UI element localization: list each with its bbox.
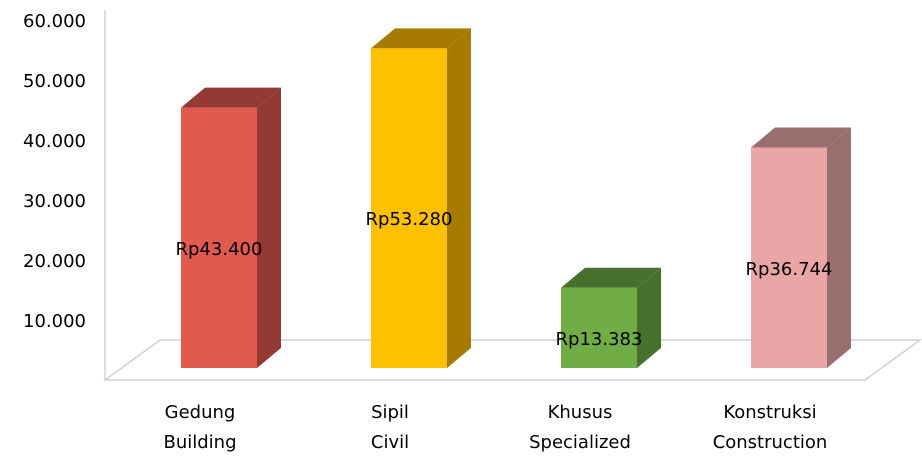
bar (371, 48, 447, 368)
x-tick-label: Sipil (371, 402, 409, 423)
bar (181, 107, 257, 368)
x-tick-label: Civil (371, 432, 409, 453)
x-tick-label: Building (163, 432, 236, 453)
bar-top (371, 28, 471, 49)
bar-side (637, 267, 661, 368)
y-tick-label: 20.000 (23, 251, 86, 272)
bar-side (257, 87, 281, 368)
value-label: Rp13.383 (556, 329, 643, 350)
x-tick-label: Khusus (548, 402, 613, 423)
x-tick-label: Konstruksi (723, 402, 816, 423)
x-tick-label: Specialized (529, 432, 631, 453)
bar-side (827, 127, 851, 368)
y-tick-label: 40.000 (23, 131, 86, 152)
y-tick-label: 60.000 (23, 11, 86, 32)
bar-top (751, 127, 851, 148)
y-tick-label: 50.000 (23, 71, 86, 92)
x-tick-label: Construction (713, 432, 828, 453)
y-tick-label: 30.000 (23, 191, 86, 212)
bar-top (561, 267, 661, 288)
bar (561, 287, 637, 368)
bar (751, 147, 827, 368)
bar-top (181, 87, 281, 108)
value-label: Rp43.400 (176, 239, 263, 260)
value-label: Rp36.744 (746, 259, 833, 280)
value-label: Rp53.280 (366, 209, 453, 230)
y-tick-label: 10.000 (23, 311, 86, 332)
bar-side (447, 28, 471, 368)
floor (102, 339, 922, 381)
x-tick-label: Gedung (165, 402, 236, 423)
